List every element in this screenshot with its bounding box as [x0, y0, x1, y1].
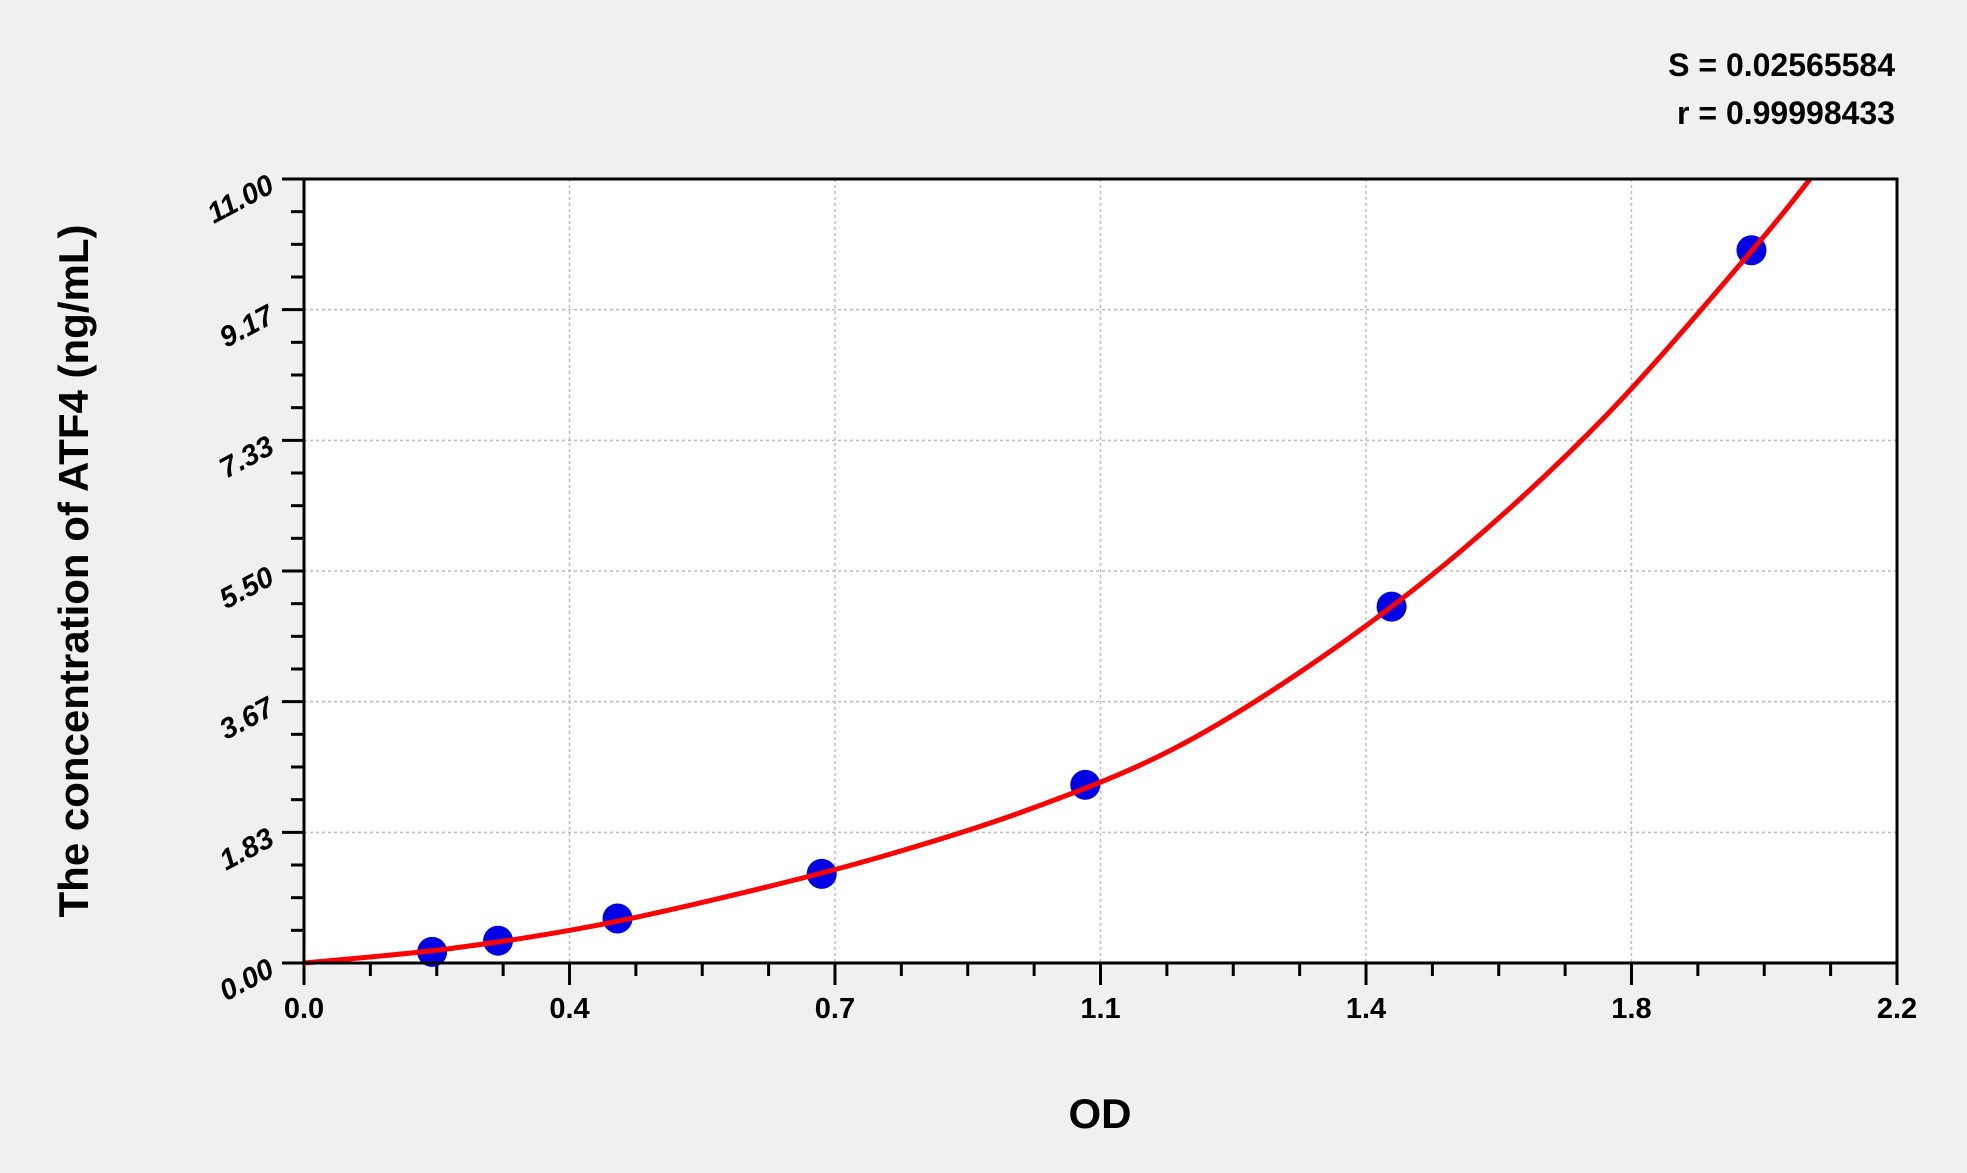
x-tick-label: 1.8	[1611, 993, 1651, 1025]
x-tick-label: 1.1	[1080, 993, 1120, 1025]
y-axis-title: The concentration of ATF4 (ng/mL)	[50, 225, 97, 918]
x-tick-labels: 0.0 0.4 0.7 1.1 1.4 1.8 2.2	[284, 993, 1917, 1025]
data-point	[602, 903, 633, 934]
plot-frame	[302, 177, 1899, 965]
x-tick-label: 1.4	[1346, 993, 1386, 1025]
x-tick-label: 0.7	[815, 993, 855, 1025]
grid	[304, 179, 1897, 963]
x-axis-title: OD	[1069, 1090, 1132, 1137]
fit-curve-group	[303, 177, 1813, 966]
y-tick-label: 11.00	[202, 169, 279, 230]
y-tick-label: 1.83	[214, 822, 279, 877]
y-tick-labels: 0.00 1.83 3.67 5.50 7.33 9.17 11.00	[202, 169, 281, 1008]
stat-s: S = 0.02565584	[1668, 47, 1895, 83]
y-tick-label: 9.17	[214, 299, 281, 355]
x-tick-label: 0.0	[284, 993, 324, 1025]
x-tick-label: 0.4	[549, 993, 589, 1025]
y-tick-label: 5.50	[214, 561, 279, 616]
axis-ticks	[282, 177, 1899, 985]
y-tick-label: 0.00	[214, 953, 279, 1008]
x-tick-label: 2.2	[1877, 993, 1917, 1025]
y-tick-label: 3.67	[214, 691, 281, 747]
stat-r: r = 0.99998433	[1677, 95, 1895, 131]
fit-curve	[303, 177, 1813, 966]
y-tick-label: 7.33	[214, 430, 279, 485]
